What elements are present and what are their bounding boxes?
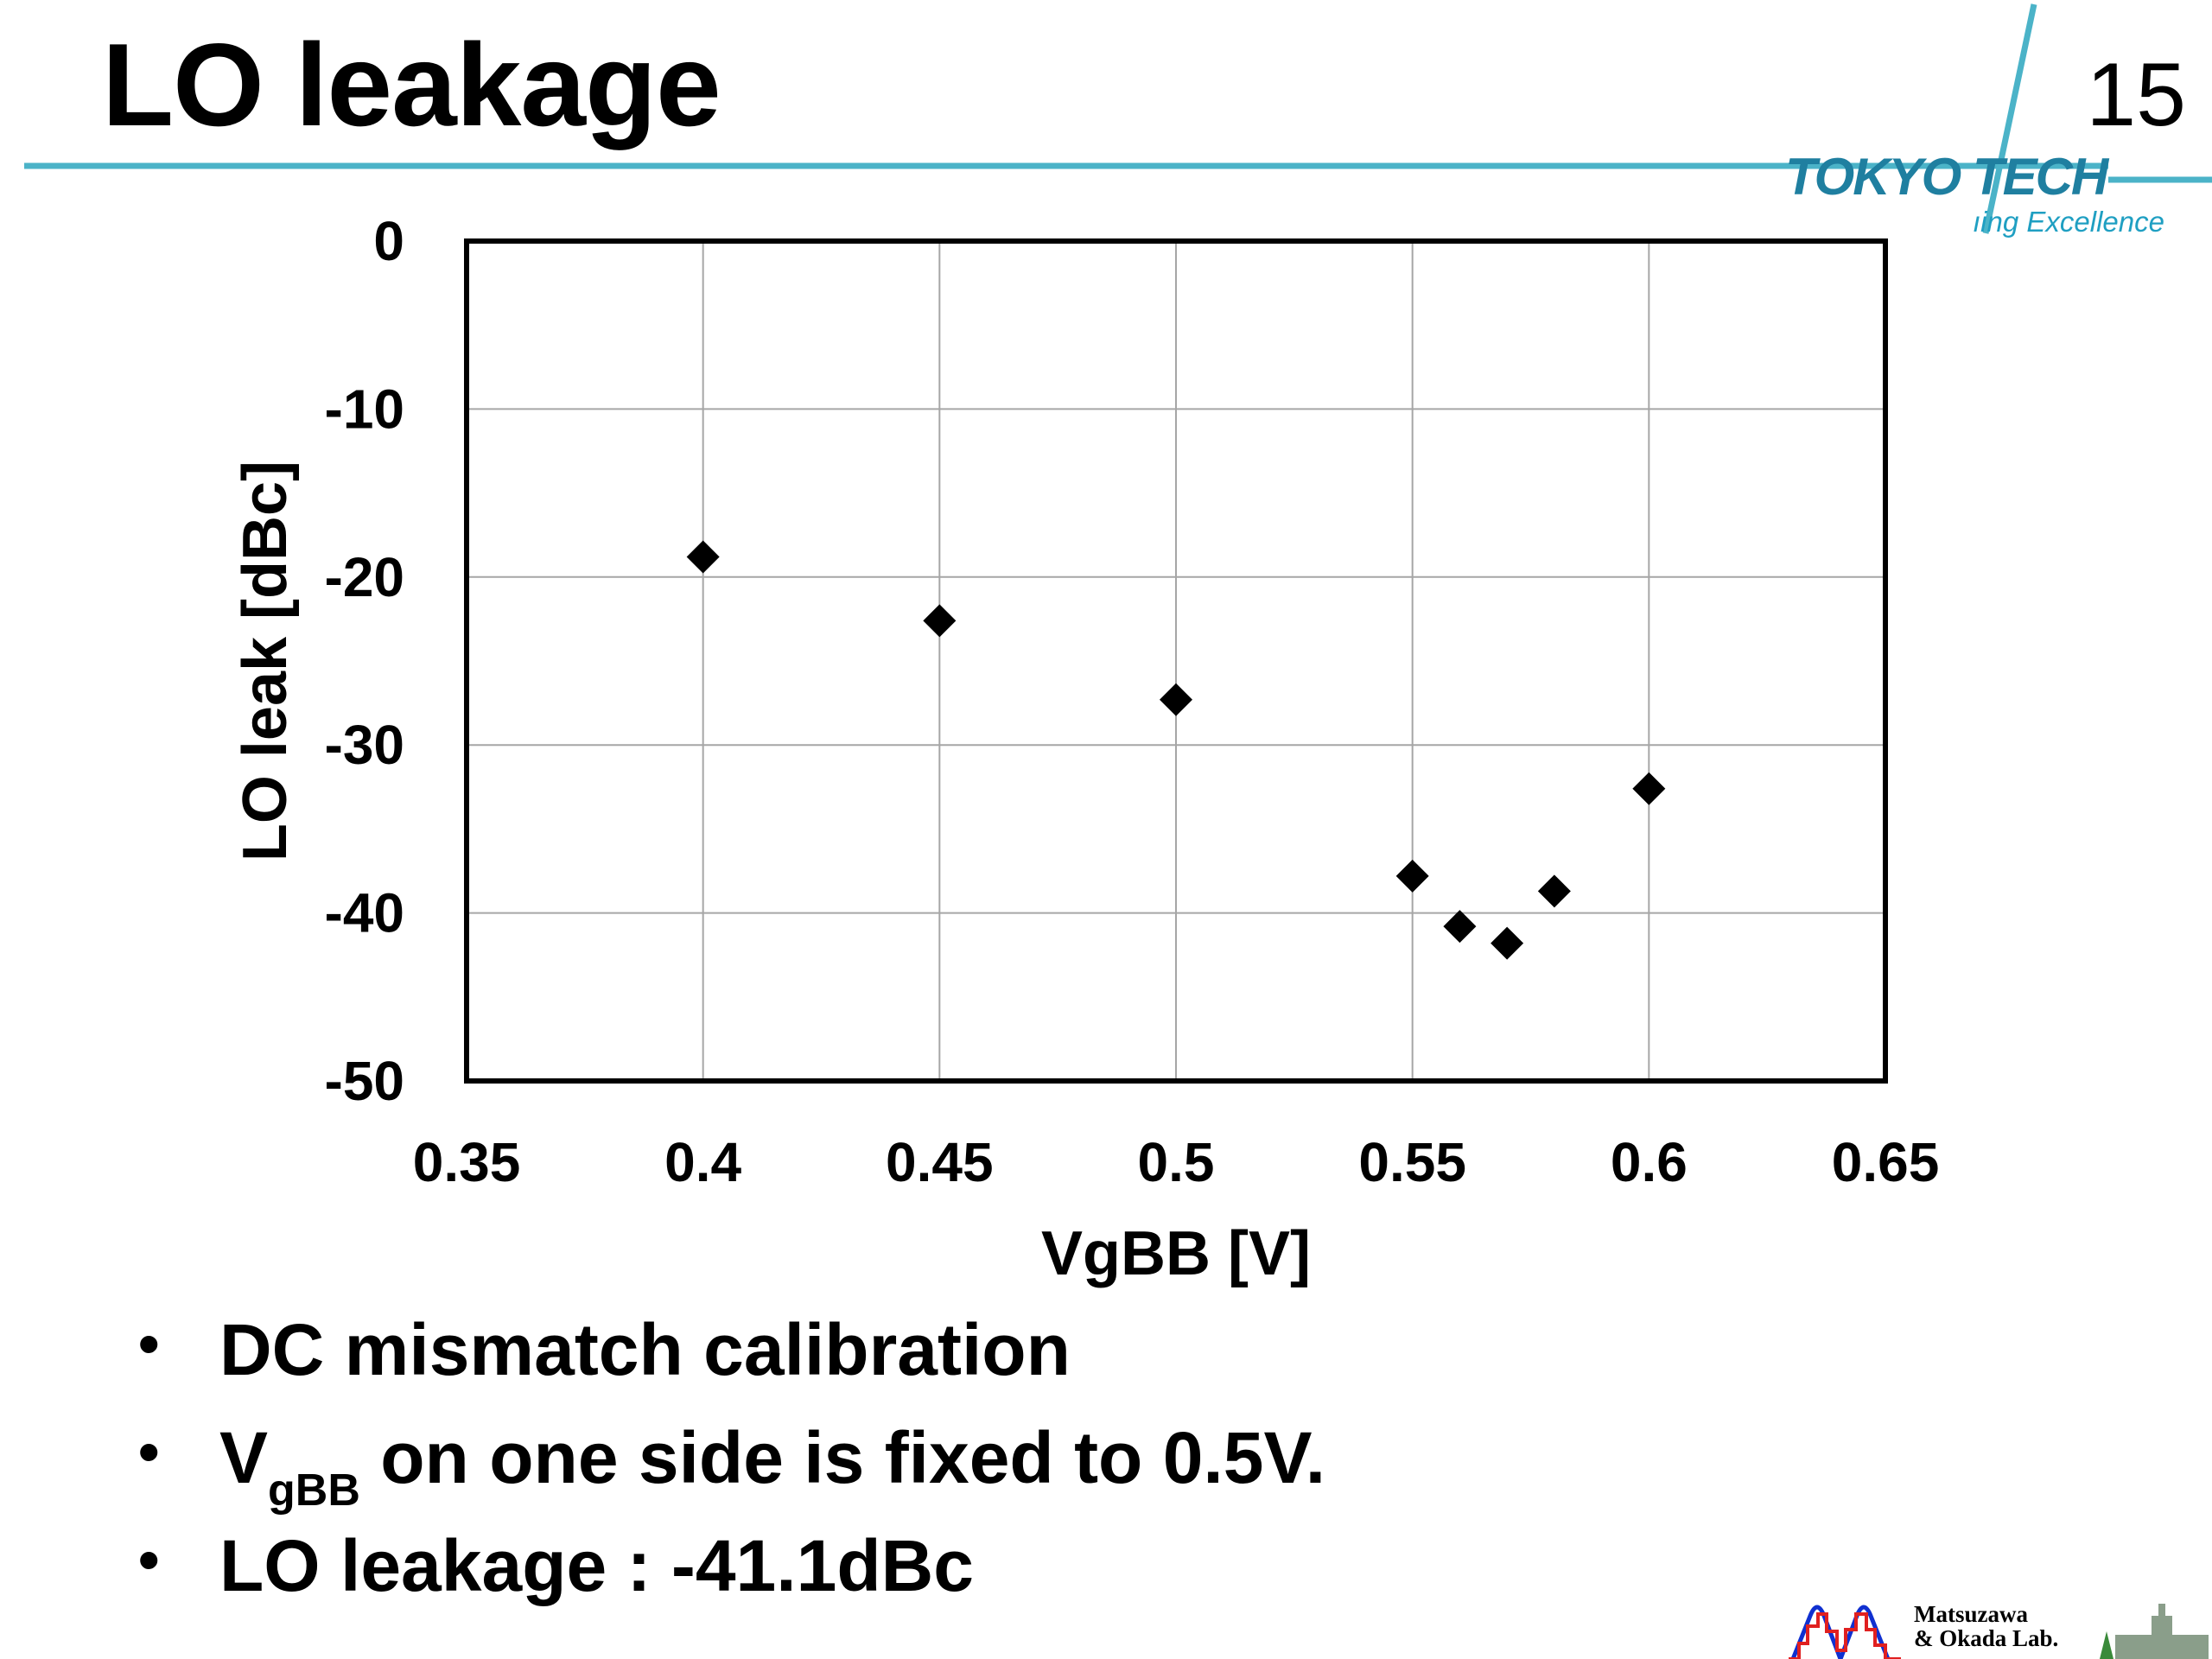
bullet-rest: on one side is fixed to 0.5V. bbox=[359, 1417, 1326, 1498]
bullet-subscript: gBB bbox=[268, 1465, 360, 1516]
lab-name: Matsuzawa & Okada Lab. bbox=[1914, 1602, 2058, 1650]
data-point bbox=[923, 604, 957, 638]
bullet-dot: • bbox=[138, 1310, 160, 1377]
lab-name-line2: & Okada Lab. bbox=[1914, 1625, 2059, 1651]
x-tick-label: 0.35 bbox=[413, 1131, 521, 1193]
bullet-text: VgBB on one side is fixed to 0.5V. bbox=[219, 1421, 1325, 1513]
bullet-dot: • bbox=[138, 1418, 160, 1485]
lab-logo-wave-blue bbox=[1790, 1605, 1891, 1659]
bullet-text: DC mismatch calibration bbox=[219, 1309, 1071, 1390]
data-point bbox=[1537, 874, 1571, 908]
data-point bbox=[1395, 859, 1429, 893]
data-point bbox=[1491, 926, 1524, 960]
y-axis-label: LO leak [dBc] bbox=[231, 461, 300, 861]
y-tick-label: -10 bbox=[325, 378, 405, 440]
x-tick-label: 0.55 bbox=[1358, 1131, 1466, 1193]
scatter-chart: 0 -10 -20 -30 -40 -500.35 0.4 0.45 0.5 0.55 0.6 0.6… bbox=[231, 210, 1940, 1288]
lab-logo bbox=[1789, 1604, 2209, 1659]
header-decoration bbox=[24, 3, 2212, 234]
y-tick-label: -30 bbox=[325, 714, 405, 776]
data-point bbox=[686, 540, 720, 574]
y-tick-label: -40 bbox=[325, 882, 405, 944]
data-point bbox=[1443, 910, 1477, 944]
data-point bbox=[1632, 772, 1666, 805]
bullet-v: V bbox=[219, 1417, 269, 1498]
x-tick-label: 0.45 bbox=[886, 1131, 994, 1193]
lab-logo-wave-red bbox=[1789, 1612, 1901, 1659]
y-tick-label: -50 bbox=[325, 1050, 405, 1112]
x-axis-label: VgBB [V] bbox=[1041, 1219, 1311, 1288]
page-number: 15 bbox=[2086, 45, 2186, 145]
x-tick-label: 0.4 bbox=[664, 1131, 741, 1193]
data-point bbox=[1160, 683, 1192, 716]
plot-frame bbox=[464, 238, 1888, 1084]
y-tick-label: -20 bbox=[325, 546, 405, 608]
bullet-text: LO leakage : -41.1dBc bbox=[219, 1525, 975, 1606]
slide-title: LO leakage bbox=[102, 19, 721, 150]
tokyo-tech-logo: TOKYO TECH bbox=[1785, 148, 2108, 206]
lab-name-line1: Matsuzawa bbox=[1914, 1601, 2028, 1627]
building-icon bbox=[2100, 1604, 2209, 1659]
x-tick-label: 0.65 bbox=[1832, 1131, 1940, 1193]
y-tick-label: 0 bbox=[373, 210, 404, 272]
x-tick-label: 0.5 bbox=[1138, 1131, 1215, 1193]
logo-tagline: ıing Excellence bbox=[1973, 206, 2164, 238]
accent-slash bbox=[1982, 3, 2037, 234]
x-tick-label: 0.6 bbox=[1611, 1131, 1688, 1193]
bullet-dot: • bbox=[138, 1526, 160, 1593]
